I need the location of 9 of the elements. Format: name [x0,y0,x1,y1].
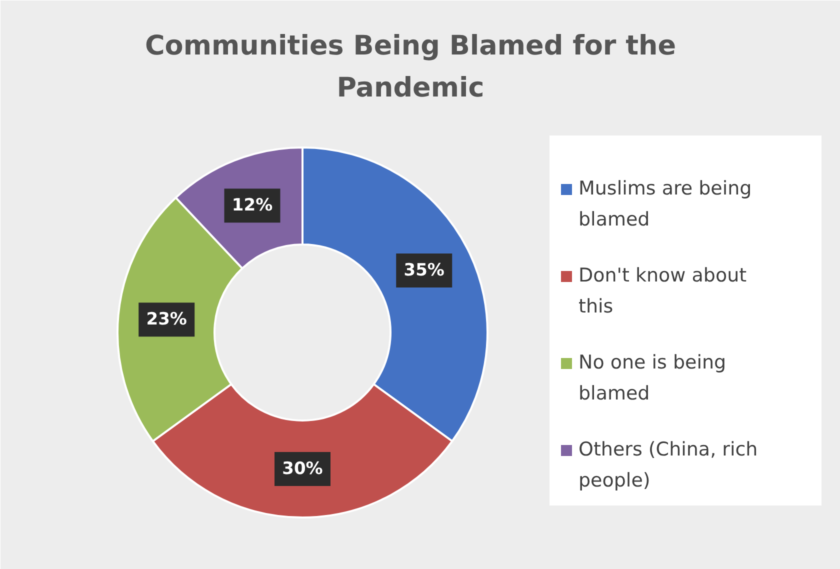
data-label: 35% [404,260,444,281]
data-label: 23% [146,310,187,330]
chart-title: Communities Being Blamed for the Pandemic [144,30,676,104]
legend-label: Others (China, rich people) [578,438,758,492]
legend-label: Don't know about this [578,264,747,318]
data-label: 12% [232,196,273,216]
legend-label: No one is being blamed [578,352,726,404]
legend-label: Muslims are being blamed [578,178,752,230]
data-label: 30% [282,459,323,479]
